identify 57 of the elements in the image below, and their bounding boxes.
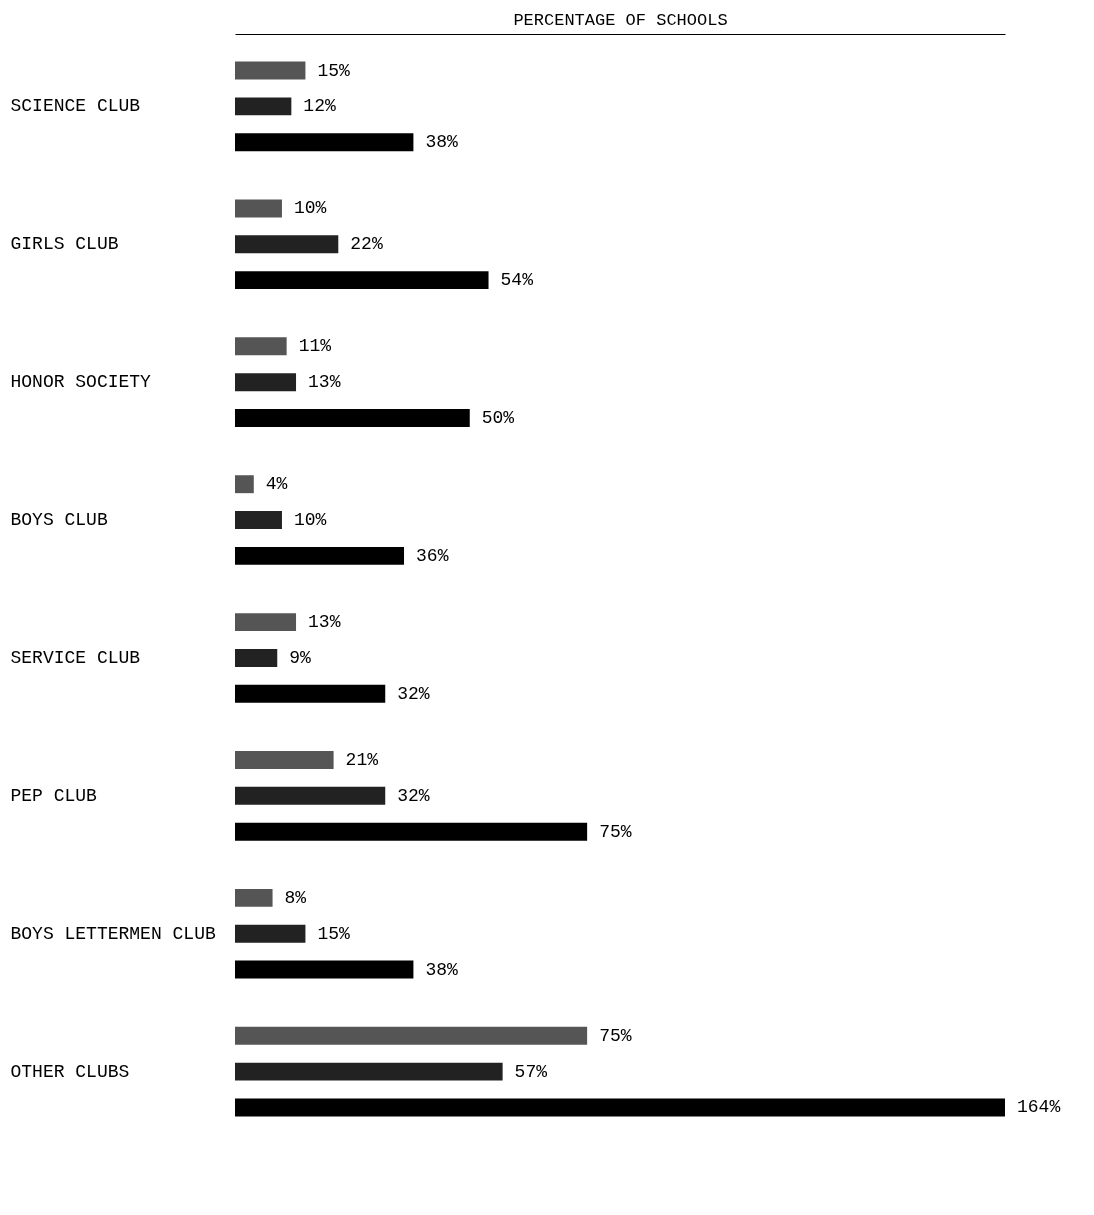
bar xyxy=(235,888,273,907)
bar xyxy=(235,613,297,632)
data-label: 36% xyxy=(416,545,449,566)
bar xyxy=(235,199,282,218)
data-label: 164% xyxy=(1017,1097,1061,1118)
bar xyxy=(235,960,414,979)
data-label: 22% xyxy=(350,234,383,255)
bar xyxy=(235,1098,1005,1117)
bar xyxy=(235,546,405,565)
y-tick-label: PEP CLUB xyxy=(10,785,98,806)
data-label: 50% xyxy=(481,408,515,429)
data-label: 9% xyxy=(289,647,312,668)
bar xyxy=(235,684,386,703)
bar xyxy=(235,61,306,80)
data-label: 10% xyxy=(293,510,327,531)
data-label: 15% xyxy=(317,923,351,944)
data-label: 8% xyxy=(284,887,307,908)
data-label: 75% xyxy=(599,821,632,842)
bar xyxy=(235,271,489,290)
y-tick-label: GIRLS CLUB xyxy=(10,234,119,255)
data-label: 12% xyxy=(303,96,336,117)
bar xyxy=(235,235,339,254)
bar xyxy=(235,822,588,841)
bar xyxy=(235,475,254,494)
data-label: 21% xyxy=(345,749,379,770)
data-label: 32% xyxy=(397,785,430,806)
bar xyxy=(235,373,297,392)
bar xyxy=(235,133,414,152)
bar xyxy=(235,409,470,427)
y-tick-label: SCIENCE CLUB xyxy=(10,96,141,117)
y-tick-label: OTHER CLUBS xyxy=(10,1061,130,1082)
x-axis-title: PERCENTAGE OF SCHOOLS xyxy=(513,10,728,30)
data-label: 32% xyxy=(397,683,430,704)
bar xyxy=(235,97,292,116)
data-label: 38% xyxy=(425,132,459,153)
data-label: 54% xyxy=(500,270,534,291)
bar xyxy=(235,648,278,667)
y-tick-label: BOYS LETTERMEN CLUB xyxy=(10,923,216,944)
data-label: 15% xyxy=(317,60,351,81)
data-label: 11% xyxy=(298,336,332,357)
bar xyxy=(235,337,287,356)
data-label: 13% xyxy=(308,612,341,633)
data-label: 57% xyxy=(514,1061,548,1082)
data-label: 13% xyxy=(308,372,341,393)
data-label: 38% xyxy=(425,959,459,980)
y-tick-label: BOYS CLUB xyxy=(10,510,108,531)
bar xyxy=(235,1026,588,1045)
bar xyxy=(235,924,306,943)
bar xyxy=(235,786,386,805)
data-label: 10% xyxy=(293,198,327,219)
bar xyxy=(235,1062,503,1081)
data-label: 75% xyxy=(599,1025,632,1046)
bar xyxy=(235,751,334,769)
bar xyxy=(235,511,282,530)
y-tick-label: HONOR SOCIETY xyxy=(10,372,152,393)
data-label: 4% xyxy=(265,474,288,495)
y-tick-label: SERVICE CLUB xyxy=(10,647,141,668)
